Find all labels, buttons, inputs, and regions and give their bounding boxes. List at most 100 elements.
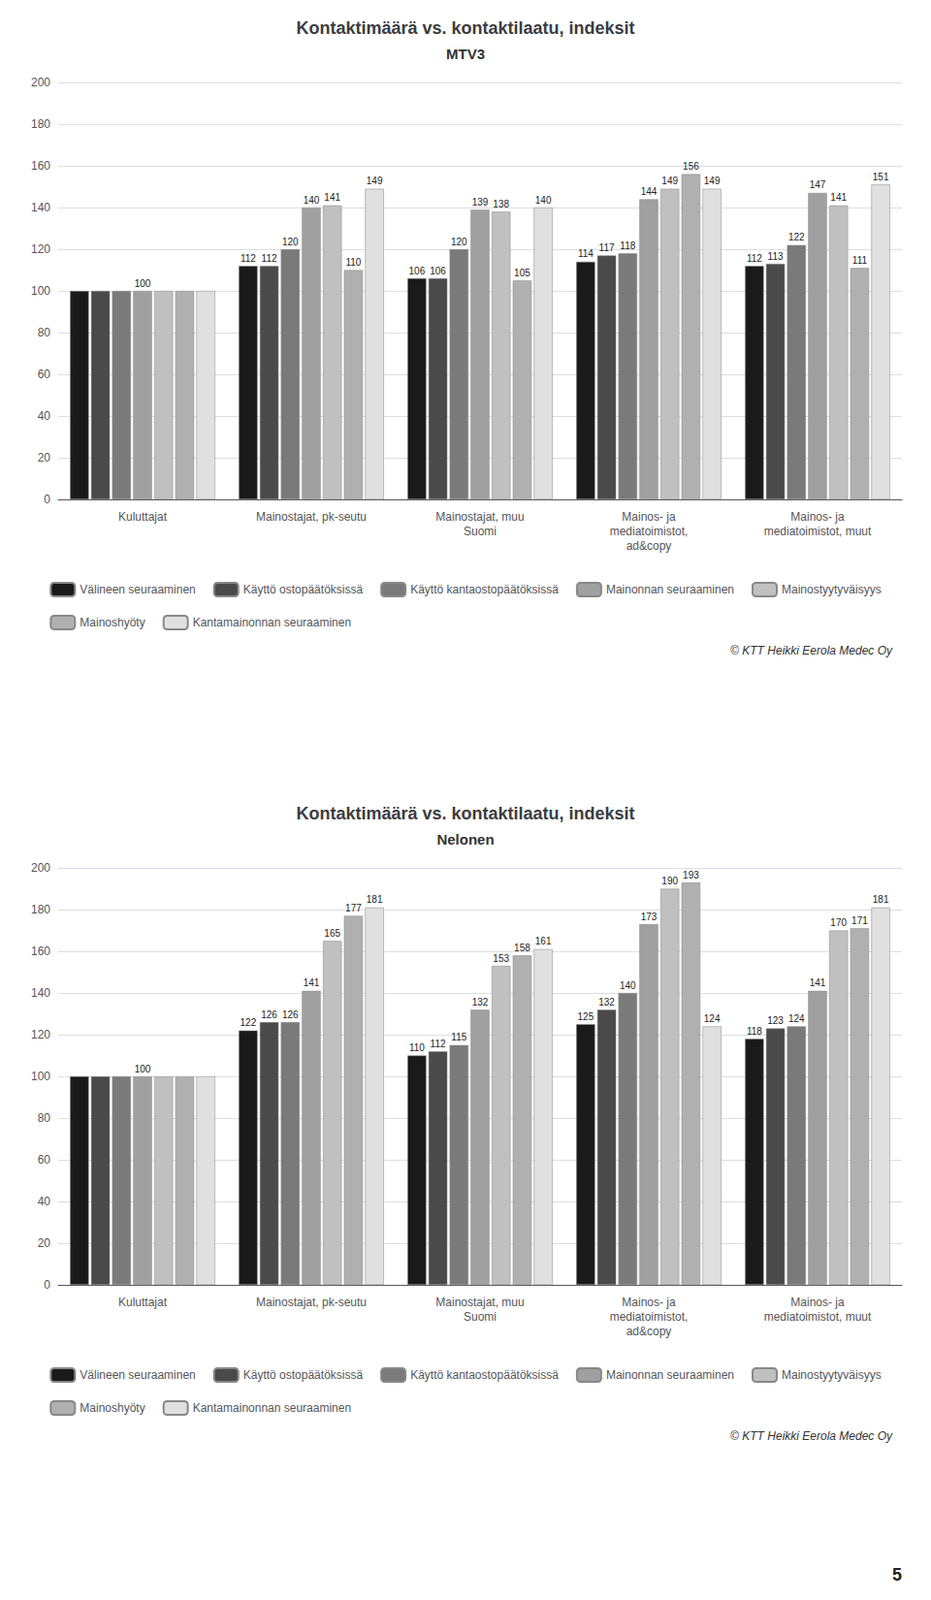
svg-text:193: 193 (682, 869, 700, 881)
svg-text:Mainonnan seuraaminen: Mainonnan seuraaminen (606, 582, 735, 597)
svg-text:147: 147 (809, 179, 827, 191)
svg-text:100: 100 (31, 284, 51, 298)
svg-text:141: 141 (809, 977, 827, 989)
svg-text:140: 140 (31, 986, 51, 1000)
svg-text:160: 160 (31, 159, 51, 173)
svg-text:MTV3: MTV3 (446, 45, 485, 63)
svg-text:149: 149 (661, 175, 678, 187)
svg-text:mediatoimistot,: mediatoimistot, (609, 1310, 689, 1324)
svg-text:20: 20 (37, 1236, 52, 1251)
svg-text:Kontaktimäärä vs. kontaktilaat: Kontaktimäärä vs. kontaktilaatu, indeksi… (295, 803, 635, 824)
svg-text:mediatoimistot, muut: mediatoimistot, muut (764, 524, 872, 539)
svg-text:mediatoimistot,: mediatoimistot, (609, 524, 689, 539)
svg-text:© KTT Heikki Eerola Medec Oy: © KTT Heikki Eerola Medec Oy (730, 1429, 894, 1444)
svg-text:177: 177 (345, 902, 362, 914)
svg-text:Välineen seuraaminen: Välineen seuraaminen (79, 1368, 195, 1382)
svg-text:Käyttö ostopäätöksissä: Käyttö ostopäätöksissä (243, 582, 364, 597)
svg-text:Mainos- ja: Mainos- ja (621, 1295, 676, 1310)
svg-text:120: 120 (31, 242, 51, 257)
svg-text:60: 60 (37, 367, 52, 382)
svg-text:Mainostajat, muu: Mainostajat, muu (435, 1295, 524, 1310)
svg-text:0: 0 (43, 1278, 51, 1292)
svg-text:113: 113 (768, 251, 784, 262)
svg-text:120: 120 (282, 236, 299, 248)
svg-text:Suomi: Suomi (463, 1310, 497, 1324)
svg-text:165: 165 (323, 928, 341, 939)
svg-text:120: 120 (31, 1027, 51, 1042)
svg-text:Suomi: Suomi (463, 524, 497, 539)
svg-text:138: 138 (492, 198, 510, 210)
svg-text:Mainos- ja: Mainos- ja (790, 510, 845, 524)
svg-text:Kantamainonnan seuraaminen: Kantamainonnan seuraaminen (192, 615, 352, 630)
svg-text:Mainoshyöty: Mainoshyöty (79, 615, 145, 630)
svg-text:Käyttö kantaostopäätöksissä: Käyttö kantaostopäätöksissä (410, 1368, 559, 1382)
svg-text:124: 124 (788, 1013, 805, 1025)
svg-text:80: 80 (37, 325, 52, 340)
svg-text:112: 112 (261, 253, 278, 264)
svg-text:200: 200 (31, 75, 51, 90)
svg-text:ad&copy: ad&copy (626, 1324, 673, 1339)
svg-text:125: 125 (577, 1011, 595, 1023)
svg-text:Kantamainonnan seuraaminen: Kantamainonnan seuraaminen (192, 1401, 352, 1415)
svg-text:140: 140 (619, 980, 637, 992)
svg-text:ad&copy: ad&copy (626, 539, 673, 553)
svg-text:106: 106 (429, 265, 447, 277)
svg-text:mediatoimistot, muut: mediatoimistot, muut (764, 1310, 872, 1324)
svg-text:© KTT Heikki Eerola Medec Oy: © KTT Heikki Eerola Medec Oy (730, 643, 894, 658)
svg-text:Käyttö kantaostopäätöksissä: Käyttö kantaostopäätöksissä (410, 582, 559, 597)
svg-text:118: 118 (619, 240, 636, 252)
svg-text:200: 200 (31, 861, 51, 875)
svg-text:180: 180 (31, 117, 51, 131)
svg-text:Käyttö ostopäätöksissä: Käyttö ostopäätöksissä (243, 1368, 364, 1382)
svg-text:0: 0 (43, 492, 51, 507)
svg-text:132: 132 (472, 996, 489, 1008)
svg-text:60: 60 (37, 1153, 52, 1167)
svg-text:100: 100 (31, 1069, 51, 1084)
svg-text:Välineen seuraaminen: Välineen seuraaminen (79, 582, 195, 597)
svg-text:Nelonen: Nelonen (436, 831, 494, 848)
svg-text:Kuluttajat: Kuluttajat (118, 1295, 168, 1310)
svg-text:170: 170 (830, 917, 847, 929)
svg-text:115: 115 (450, 1031, 467, 1043)
svg-text:180: 180 (31, 902, 51, 917)
svg-text:132: 132 (598, 996, 615, 1008)
svg-text:160: 160 (31, 944, 51, 959)
svg-text:105: 105 (513, 267, 531, 279)
svg-text:100: 100 (134, 1063, 152, 1075)
svg-text:124: 124 (704, 1013, 721, 1025)
svg-text:161: 161 (535, 935, 552, 947)
svg-text:Mainostajat, pk-seutu: Mainostajat, pk-seutu (256, 1295, 367, 1310)
svg-text:118: 118 (746, 1026, 763, 1037)
svg-text:80: 80 (37, 1111, 52, 1125)
svg-text:40: 40 (37, 409, 52, 423)
svg-text:139: 139 (472, 196, 489, 208)
svg-text:Mainostyytyväisyys: Mainostyytyväisyys (781, 1368, 882, 1382)
svg-text:5: 5 (892, 1565, 902, 1585)
svg-text:149: 149 (704, 175, 721, 187)
svg-text:110: 110 (345, 256, 361, 268)
svg-text:140: 140 (31, 200, 51, 215)
svg-text:149: 149 (366, 175, 384, 187)
svg-text:120: 120 (450, 236, 468, 248)
svg-text:181: 181 (366, 894, 384, 905)
svg-text:141: 141 (323, 192, 341, 203)
svg-text:112: 112 (430, 1038, 447, 1050)
svg-text:Mainos- ja: Mainos- ja (790, 1295, 845, 1310)
svg-text:181: 181 (872, 894, 890, 905)
svg-text:Mainostyytyväisyys: Mainostyytyväisyys (781, 582, 882, 597)
svg-text:Mainostajat, muu: Mainostajat, muu (435, 510, 524, 524)
svg-text:106: 106 (409, 265, 426, 277)
svg-text:20: 20 (37, 450, 52, 465)
svg-text:173: 173 (641, 911, 658, 923)
svg-text:110: 110 (409, 1042, 425, 1054)
svg-text:141: 141 (303, 977, 321, 989)
svg-text:158: 158 (513, 942, 531, 954)
svg-text:100: 100 (134, 278, 152, 289)
svg-text:140: 140 (535, 194, 552, 206)
svg-text:190: 190 (661, 875, 678, 887)
svg-text:Mainos- ja: Mainos- ja (621, 510, 676, 524)
svg-text:141: 141 (830, 192, 847, 203)
svg-text:171: 171 (851, 915, 868, 927)
svg-text:112: 112 (746, 253, 763, 264)
svg-text:117: 117 (599, 242, 615, 254)
